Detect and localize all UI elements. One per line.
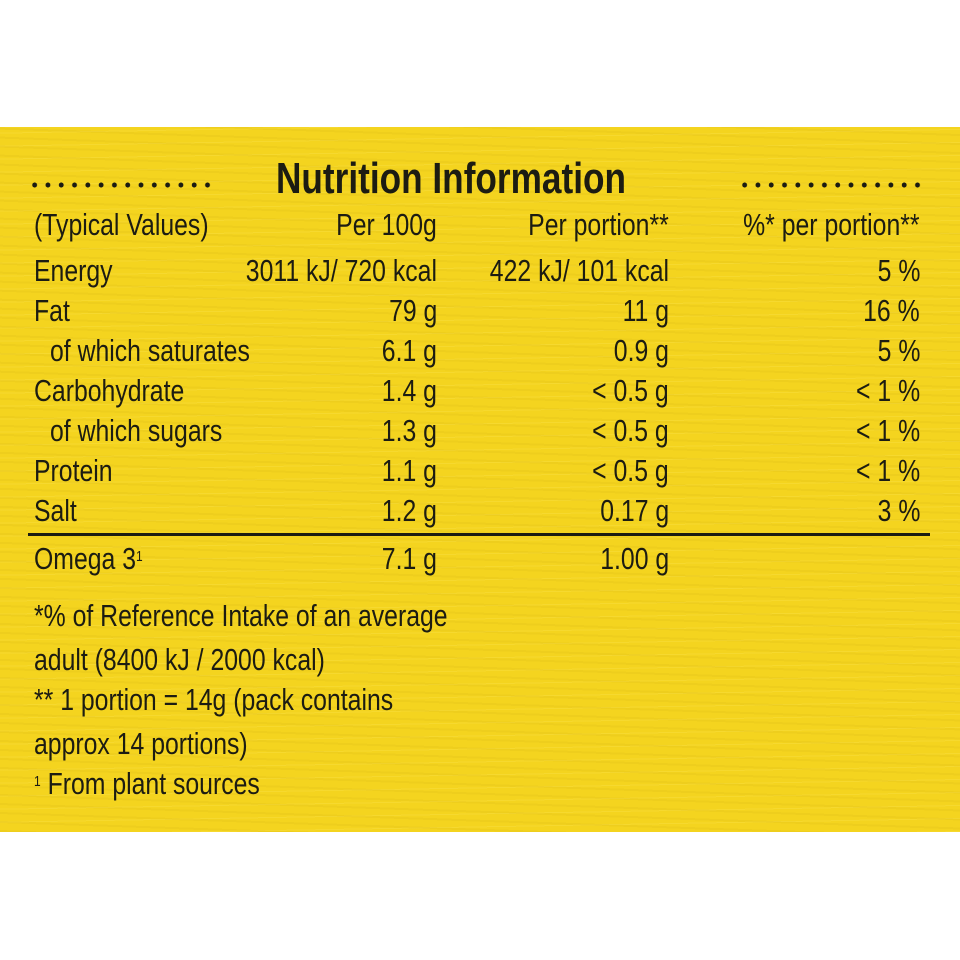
table-row: Fat 79 g 11 g 16 %	[0, 291, 960, 331]
footnote-line: adult (8400 kJ / 2000 kcal)	[34, 642, 325, 677]
table-row: Energy 3011 kJ/ 720 kcal 422 kJ/ 101 kca…	[0, 251, 960, 291]
value-per-100g: 79 g	[388, 293, 437, 328]
value-pct: 3 %	[877, 493, 920, 528]
value-per-100g: 6.1 g	[381, 333, 437, 368]
table-row: of which saturates 6.1 g 0.9 g 5 %	[0, 331, 960, 371]
footnote-line: ** 1 portion = 14g (pack contains	[34, 682, 394, 717]
table-row-omega: Omega 31 7.1 g 1.00 g	[0, 539, 960, 579]
header-per-100g: Per 100g	[336, 207, 437, 242]
nutrient-name: Energy	[34, 253, 113, 288]
table-header-row: (Typical Values) Per 100g Per portion** …	[0, 205, 960, 245]
value-per-portion: 422 kJ/ 101 kcal	[489, 253, 670, 288]
value-pct: < 1 %	[855, 413, 920, 448]
nutrient-name: Carbohydrate	[34, 373, 185, 408]
value-per-portion: 11 g	[622, 293, 669, 328]
value-per-100g: 1.2 g	[381, 493, 437, 528]
value-per-100g: 1.3 g	[381, 413, 437, 448]
nutrient-name: Salt	[34, 493, 77, 528]
nutrient-name: Protein	[34, 453, 113, 488]
nutrient-name: of which saturates	[50, 333, 250, 368]
table-row: Carbohydrate 1.4 g < 0.5 g < 1 %	[0, 371, 960, 411]
value-pct: 5 %	[877, 333, 920, 368]
page-title: Nutrition Information	[276, 154, 626, 203]
footnote-line: approx 14 portions)	[34, 726, 248, 761]
table-row: of which sugars 1.3 g < 0.5 g < 1 %	[0, 411, 960, 451]
header-typical-values: (Typical Values)	[34, 207, 209, 242]
value-per-portion: < 0.5 g	[592, 373, 669, 408]
nutrient-name: Omega 31	[34, 541, 143, 576]
table-row: Protein 1.1 g < 0.5 g < 1 %	[0, 451, 960, 491]
value-per-100g: 3011 kJ/ 720 kcal	[245, 253, 437, 288]
header-pct-per-portion: %* per portion**	[743, 207, 920, 242]
value-per-portion: < 0.5 g	[592, 413, 669, 448]
table-row: Salt 1.2 g 0.17 g 3 %	[0, 491, 960, 531]
source-note: 1 From plant sources	[34, 766, 260, 801]
table-divider	[28, 533, 930, 536]
decorative-dots-right	[738, 181, 924, 189]
value-pct: 16 %	[863, 293, 920, 328]
nutrient-name: Fat	[34, 293, 70, 328]
value-pct: < 1 %	[855, 453, 920, 488]
value-pct: 5 %	[877, 253, 920, 288]
title-row: Nutrition Information	[28, 153, 924, 205]
footnote-mark: 1	[136, 548, 143, 565]
value-pct: < 1 %	[855, 373, 920, 408]
nutrition-panel: Nutrition Information (Typical Values) P…	[0, 127, 960, 832]
nutrient-name: of which sugars	[50, 413, 223, 448]
value-per-portion: 0.9 g	[613, 333, 669, 368]
header-per-portion: Per portion**	[528, 207, 669, 242]
footnote-mark: 1	[34, 773, 41, 790]
value-per-100g: 1.1 g	[381, 453, 437, 488]
footnote-line: *% of Reference Intake of an average	[34, 598, 448, 633]
value-per-portion: < 0.5 g	[592, 453, 669, 488]
value-per-100g: 1.4 g	[381, 373, 437, 408]
value-per-portion: 0.17 g	[600, 493, 669, 528]
value-per-100g: 7.1 g	[381, 541, 437, 576]
value-per-portion: 1.00 g	[600, 541, 669, 576]
decorative-dots-left	[28, 181, 214, 189]
